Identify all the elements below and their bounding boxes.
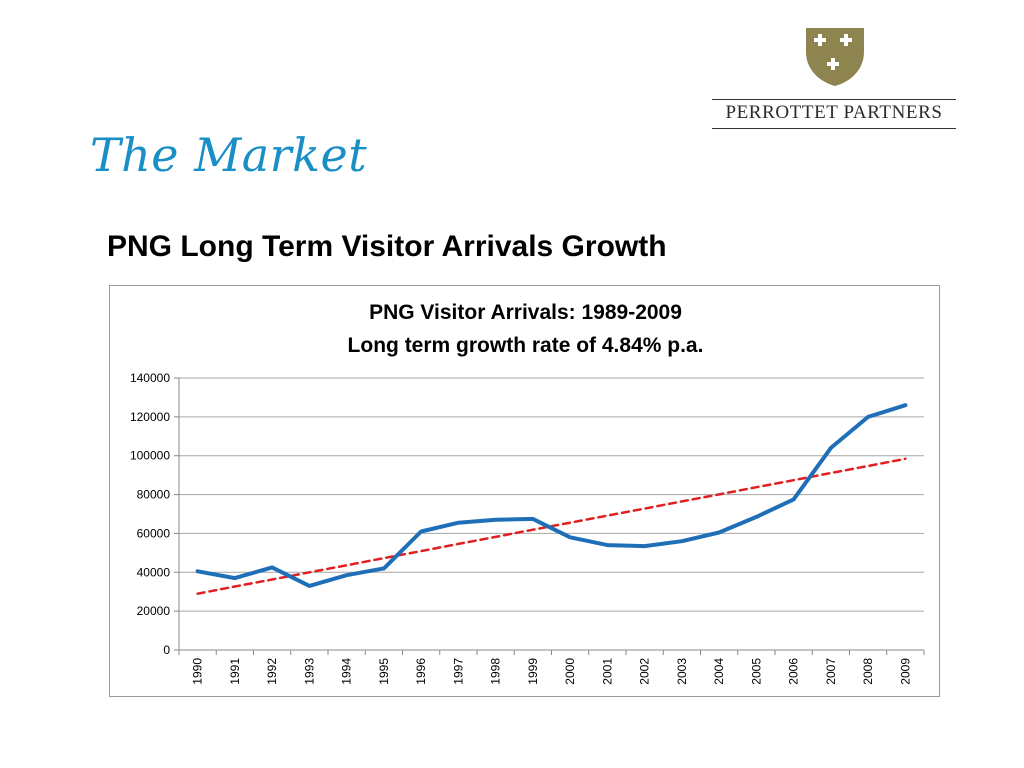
logo-rule-top [712,99,956,100]
x-tick-label: 1993 [302,658,316,685]
x-tick-label: 2006 [787,658,801,685]
line-chart: 0 20000 40000 60000 80000 100000 120000 140000 1… [130,371,925,685]
y-tick-label: 120000 [130,410,170,424]
y-tick-label: 80000 [137,488,171,502]
x-tick-label: 1992 [265,658,279,685]
x-tick-label: 2004 [712,658,726,685]
y-tick-label: 0 [163,643,170,657]
logo-rule-bottom [712,128,956,129]
chart-container: PNG Visitor Arrivals: 1989-2009 Long ter… [109,285,940,697]
chart-subtitle: Long term growth rate of 4.84% p.a. [347,334,704,357]
x-tick-label: 1997 [451,658,465,685]
x-tick-label: 2009 [898,658,912,685]
x-tick-label: 1990 [191,658,205,685]
y-tick-label: 20000 [137,604,171,618]
x-tick-label: 2005 [749,658,763,685]
x-tick-label: 1996 [414,658,428,685]
x-tick-label: 2007 [824,658,838,685]
y-tick-label: 100000 [130,449,170,463]
chart-title: PNG Visitor Arrivals: 1989-2009 [369,301,682,324]
slide-subtitle: PNG Long Term Visitor Arrivals Growth [107,230,667,263]
y-tick-label: 140000 [130,371,170,385]
x-tick-label: 2003 [675,658,689,685]
y-tick-label: 60000 [137,526,171,540]
shield-crest-icon [806,28,864,86]
x-tick-label: 2000 [563,658,577,685]
x-tick-label: 1999 [526,658,540,685]
x-tick-label: 1998 [489,658,503,685]
visitor-arrivals-series [195,403,908,588]
x-tick-label: 2002 [638,658,652,685]
y-tick-label: 40000 [137,565,171,579]
x-tick-label: 2001 [600,658,614,685]
slide-title: The Market [90,128,368,182]
x-tick-label: 2008 [861,658,875,685]
perrottet-partners-logo: PERROTTET PARTNERS [700,26,970,136]
x-tick-label: 1995 [377,658,391,685]
x-tick-label: 1991 [228,658,242,685]
brand-name: PERROTTET PARTNERS [725,102,943,123]
x-tick-label: 1994 [340,658,354,685]
